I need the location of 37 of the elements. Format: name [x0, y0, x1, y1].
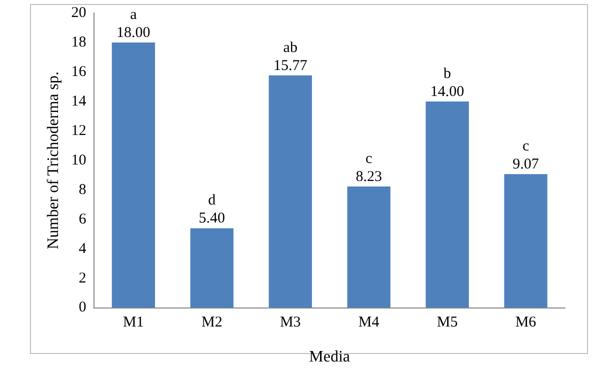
x-tick-label: M6 — [515, 314, 537, 331]
y-tick-label: 12 — [71, 122, 86, 139]
annotation: c — [365, 150, 372, 167]
annotation: b — [444, 66, 452, 82]
bar — [426, 101, 469, 308]
y-tick-label: 6 — [78, 211, 87, 228]
bar — [347, 186, 390, 308]
bar — [268, 75, 312, 308]
y-tick-label: 14 — [71, 93, 87, 110]
y-tick-label: 20 — [71, 4, 86, 21]
x-tick-label: M4 — [358, 314, 380, 331]
annotation: a — [130, 6, 138, 23]
x-tick-label: M5 — [436, 314, 458, 331]
bar — [112, 42, 156, 308]
y-tick-label: 2 — [78, 270, 86, 286]
x-tick-label: M2 — [201, 314, 222, 331]
x-tick-label: M1 — [123, 314, 144, 331]
y-tick-label: 0 — [78, 300, 86, 316]
y-tick-label: 18 — [71, 34, 86, 50]
data-label: 15.77 — [273, 58, 308, 74]
x-tick-label: M3 — [280, 314, 301, 331]
y-tick-label: 4 — [78, 240, 87, 257]
annotation: ab — [283, 40, 298, 56]
data-label: 9.07 — [512, 156, 540, 173]
data-label: 5.40 — [198, 210, 226, 227]
data-label: 8.23 — [356, 168, 382, 185]
y-axis-title: Number of Trichoderma sp. — [44, 72, 62, 250]
bar — [504, 174, 548, 308]
annotation: c — [522, 138, 530, 155]
data-label: 14.00 — [430, 84, 464, 100]
x-axis-title: Media — [309, 348, 350, 366]
data-label: 18.00 — [116, 24, 150, 41]
annotation: d — [208, 192, 216, 209]
bar — [190, 228, 234, 308]
y-tick-label: 16 — [71, 64, 87, 80]
y-tick-label: 8 — [78, 182, 86, 198]
y-tick-label: 10 — [71, 152, 86, 168]
